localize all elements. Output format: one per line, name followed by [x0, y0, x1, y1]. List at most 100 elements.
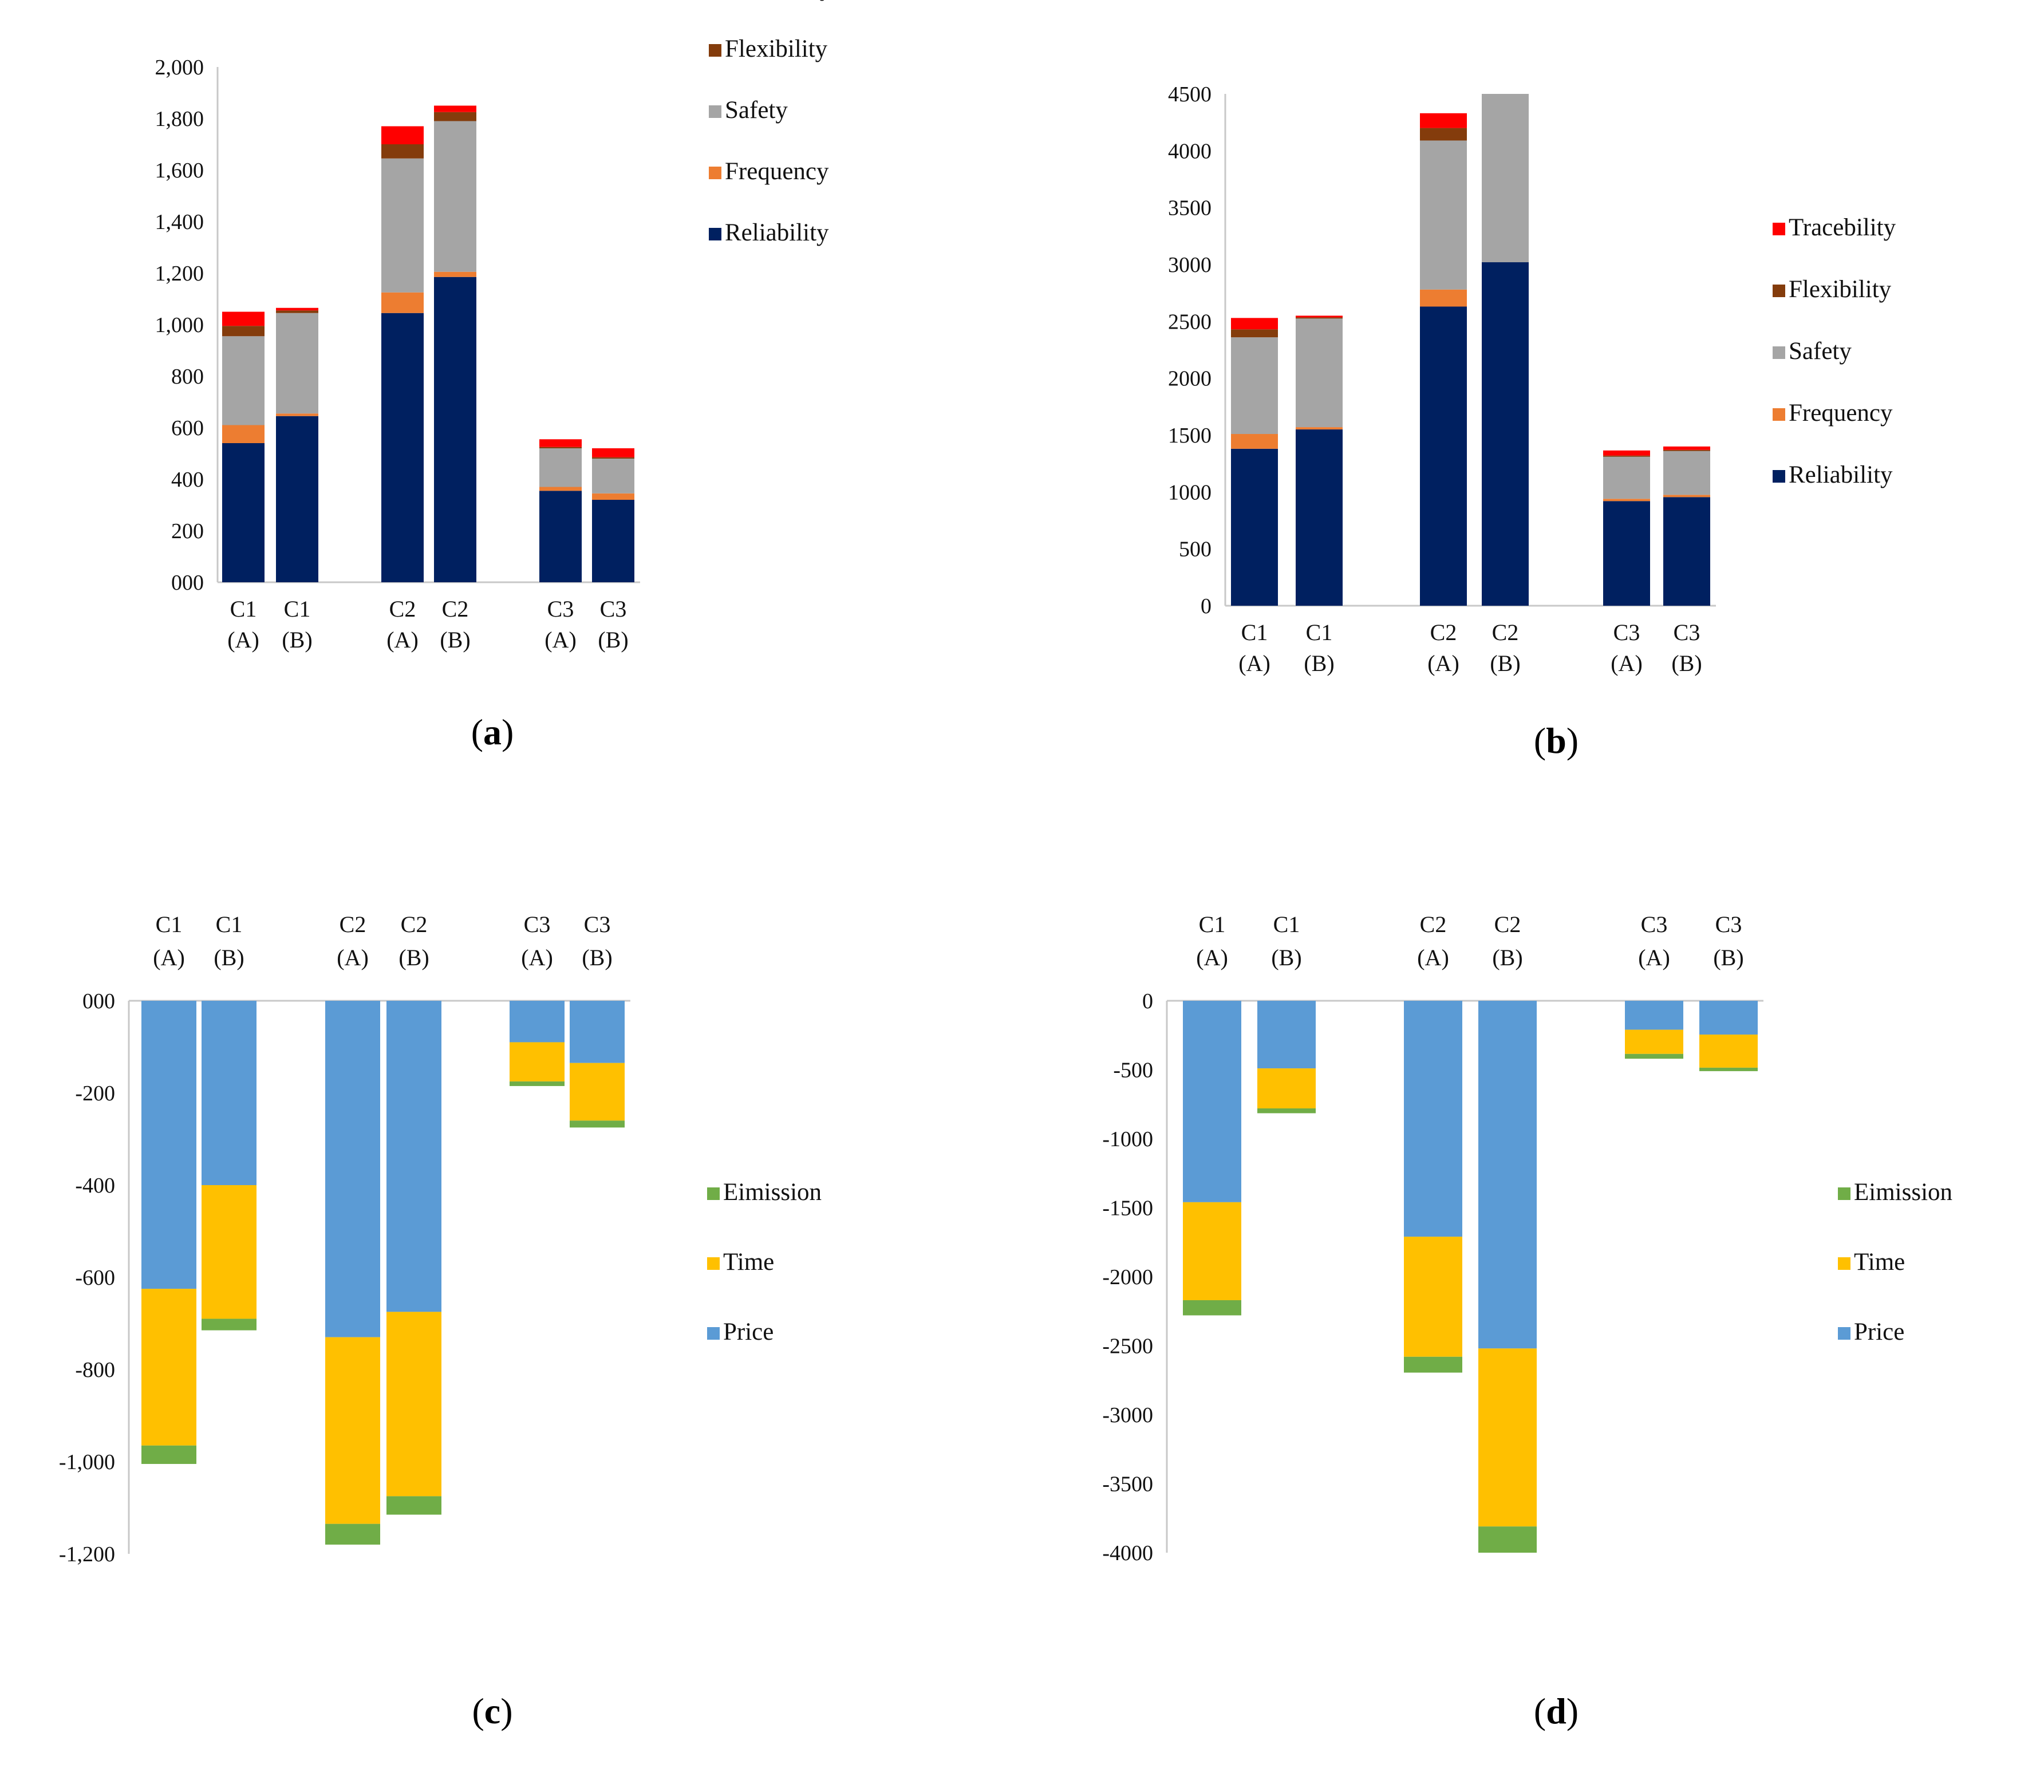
- category-label-sub: (A): [337, 945, 369, 970]
- category-label: C2: [389, 596, 416, 622]
- category-label: C2: [442, 596, 469, 622]
- category-label: C3: [524, 911, 551, 937]
- y-tick-label: 800: [171, 365, 204, 389]
- legend-swatch-safety: [709, 105, 721, 118]
- bar-segment-price-5: [510, 1001, 565, 1043]
- category-label: C2: [401, 911, 428, 937]
- bar-segment-price-6: [1699, 1001, 1758, 1035]
- bar-segment-reliability-3: [1420, 306, 1467, 606]
- category-label-sub: (B): [398, 945, 429, 970]
- bar-segment-price-4: [386, 1001, 441, 1312]
- legend-swatch-time: [707, 1257, 720, 1270]
- y-tick-label: -400: [75, 1174, 115, 1198]
- category-label-sub: (B): [1492, 945, 1522, 970]
- legend-swatch-eimission: [1838, 1187, 1850, 1200]
- bar-segment-reliability-4: [434, 277, 476, 582]
- y-tick-label: 1000: [1168, 480, 1212, 504]
- legend: Tracebility Flexibility Safety Frequency Rel…: [709, 0, 832, 246]
- bar-segment-price-6: [570, 1001, 625, 1063]
- category-label: C1: [1241, 619, 1268, 645]
- category-label: C2: [1420, 911, 1447, 937]
- bar-segment-price-3: [1404, 1001, 1462, 1237]
- legend-swatch-reliability: [709, 228, 721, 240]
- legend-label-reliability: Reliability: [1789, 461, 1893, 488]
- bar-segment-tracebility-6: [1663, 446, 1710, 450]
- bar-segment-reliability-5: [1603, 501, 1650, 606]
- y-tick-label: -800: [75, 1358, 115, 1382]
- y-tick-label: -1500: [1102, 1197, 1153, 1221]
- category-label: C2: [1494, 911, 1521, 937]
- bar-segment-frequency-5: [539, 487, 582, 491]
- legend-swatch-price: [1838, 1327, 1850, 1340]
- bar-segment-safety-4: [434, 121, 476, 272]
- y-tick-label: 500: [1179, 538, 1212, 562]
- y-tick-label: 3500: [1168, 196, 1212, 220]
- bar-segment-eimission-2: [1257, 1108, 1316, 1114]
- bar-segment-flexibility-3: [1420, 128, 1467, 141]
- legend-swatch-eimission: [707, 1187, 720, 1200]
- bar-segment-tracebility-6: [592, 448, 634, 457]
- bar-segment-reliability-6: [592, 500, 634, 582]
- bar-segment-safety-6: [1663, 451, 1710, 495]
- chart-b: 0 500 1000 1500 2000 2500 3000 3500 4000 4500 C1 (A…: [1168, 82, 1896, 761]
- category-label-sub: (B): [598, 627, 628, 653]
- category-label-sub: (A): [1611, 650, 1643, 676]
- bar-segment-eimission-3: [1404, 1356, 1462, 1373]
- legend-label-tracebility: Tracebility: [725, 0, 832, 1]
- bar-segment-price-1: [141, 1001, 196, 1289]
- bar-segment-tracebility-2: [276, 307, 318, 311]
- chart-d: 0 -500 -1000 -1500 -2000 -2500 -3000 -3500 -4000…: [1102, 911, 1952, 1731]
- bar-segment-frequency-1: [1231, 434, 1278, 449]
- bar-segment-reliability-1: [222, 443, 265, 582]
- bar-segment-reliability-2: [276, 416, 318, 582]
- bar-segment-eimission-4: [1478, 1526, 1537, 1553]
- y-tick-label: 3000: [1168, 253, 1212, 277]
- bar-segment-reliability-6: [1663, 497, 1710, 606]
- bar-segment-time-3: [1404, 1237, 1462, 1357]
- legend-swatch-safety: [1773, 346, 1785, 359]
- category-label: C1: [216, 911, 243, 937]
- bar-segment-frequency-6: [1663, 495, 1710, 498]
- bar-segment-reliability-1: [1231, 448, 1278, 606]
- bar-segment-flexibility-6: [592, 457, 634, 459]
- legend-label-eimission: Eimission: [1854, 1179, 1952, 1206]
- legend-label-price: Price: [1854, 1319, 1904, 1345]
- bar-segment-tracebility-3: [381, 126, 424, 144]
- category-label-sub: (A): [1417, 945, 1449, 970]
- category-label-sub: (A): [386, 627, 419, 653]
- legend-label-flexibility: Flexibility: [725, 35, 828, 62]
- bar-segment-frequency-5: [1603, 499, 1650, 502]
- y-tick-label: 400: [171, 468, 204, 492]
- bar-segment-safety-5: [1603, 456, 1650, 499]
- legend-label-reliability: Reliability: [725, 219, 829, 246]
- y-tick-label: -1,200: [59, 1542, 115, 1566]
- bar-segment-tracebility-1: [222, 311, 265, 326]
- y-tick-label: 1,600: [155, 159, 204, 183]
- panel-label: (a): [471, 712, 514, 752]
- legend-label-price: Price: [723, 1319, 774, 1345]
- category-label-sub: (B): [214, 945, 244, 970]
- category-label: C1: [230, 596, 257, 622]
- y-tick-label: 2500: [1168, 310, 1212, 334]
- bar-segment-time-1: [1183, 1202, 1241, 1300]
- legend-swatch-frequency: [709, 167, 721, 179]
- legend-swatch-tracebility: [1773, 223, 1785, 235]
- bar-segment-safety-6: [592, 459, 634, 494]
- bar-segment-flexibility-4: [434, 112, 476, 121]
- bar-segment-tracebility-3: [1420, 113, 1467, 128]
- y-tick-label: -500: [1113, 1059, 1153, 1083]
- bar-segment-time-4: [1478, 1348, 1537, 1527]
- legend-label-tracebility: Tracebility: [1789, 214, 1896, 241]
- bar-segment-price-3: [325, 1001, 380, 1337]
- category-label-sub: (B): [1671, 650, 1702, 676]
- bar-segment-tracebility-1: [1231, 318, 1278, 330]
- category-label-sub: (B): [1490, 650, 1520, 676]
- category-label: C1: [1199, 911, 1226, 937]
- y-tick-label: 000: [82, 989, 115, 1013]
- y-tick-label: 200: [171, 519, 204, 543]
- y-tick-label: 0: [1142, 989, 1153, 1013]
- legend: Eimission Time Price: [1838, 1179, 1952, 1345]
- bar-segment-flexibility-2: [1296, 317, 1343, 319]
- bar-segment-flexibility-6: [1663, 449, 1710, 451]
